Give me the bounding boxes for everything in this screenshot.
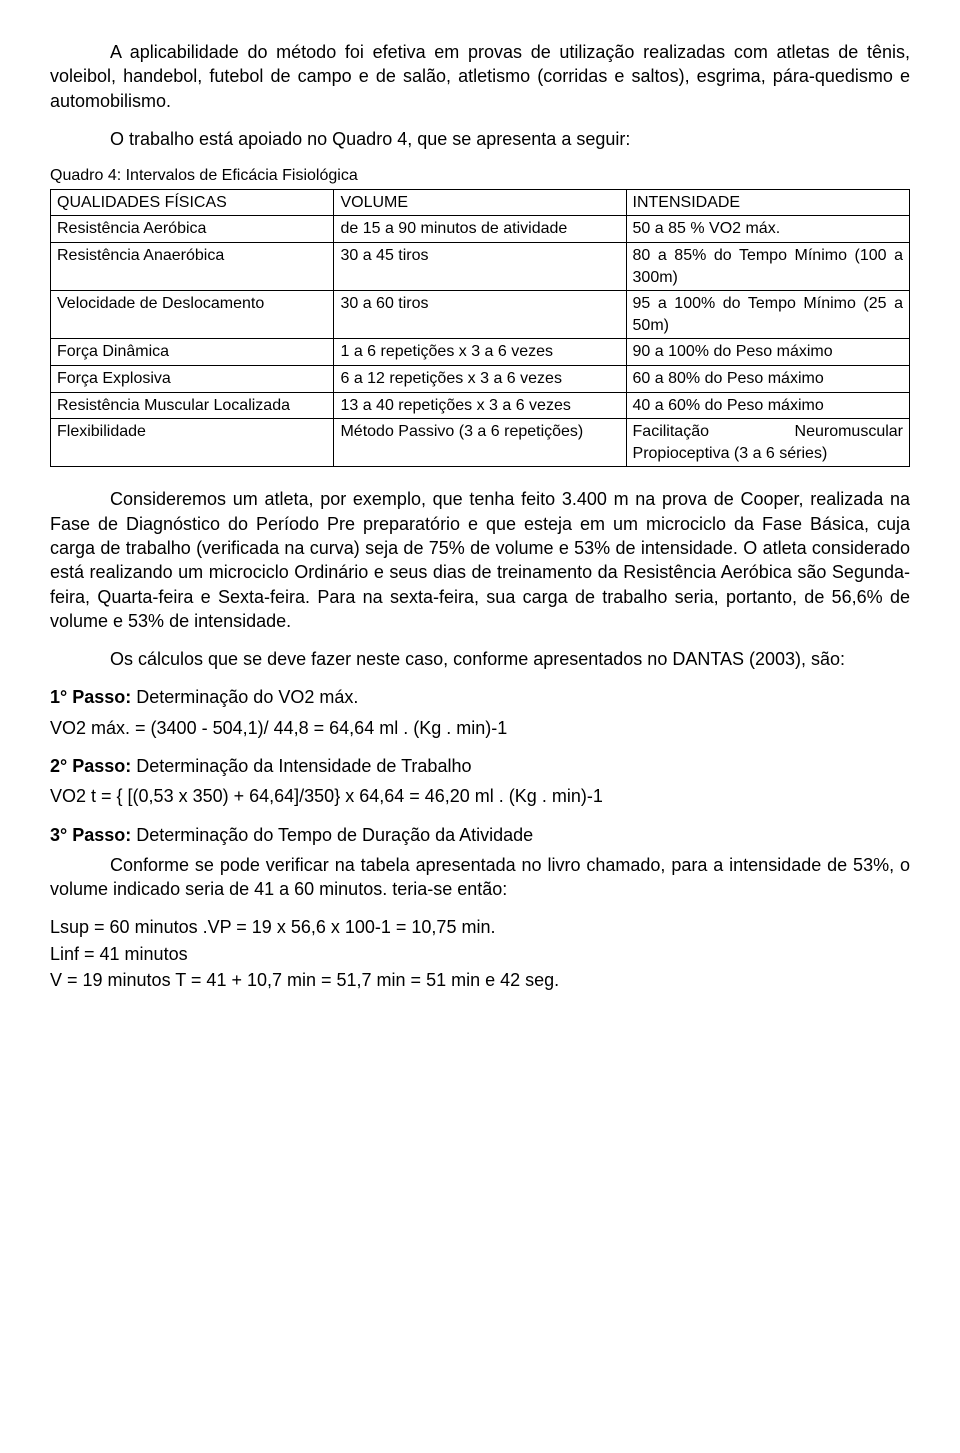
step-1-label: 1° Passo: — [50, 687, 131, 707]
cell: 30 a 60 tiros — [334, 291, 626, 339]
calc-line-3: V = 19 minutos T = 41 + 10,7 min = 51,7 … — [50, 968, 910, 992]
table-row: Resistência Anaeróbica 30 a 45 tiros 80 … — [51, 242, 910, 290]
table-row: Flexibilidade Método Passivo (3 a 6 repe… — [51, 419, 910, 467]
header-qualidades: QUALIDADES FÍSICAS — [51, 189, 334, 216]
cell: 6 a 12 repetições x 3 a 6 vezes — [334, 365, 626, 392]
paragraph-example: Consideremos um atleta, por exemplo, que… — [50, 487, 910, 633]
table-row: Força Explosiva 6 a 12 repetições x 3 a … — [51, 365, 910, 392]
cell: 50 a 85 % VO2 máx. — [626, 216, 909, 243]
step-2-label: 2° Passo: — [50, 756, 131, 776]
step-3-label: 3° Passo: — [50, 825, 131, 845]
cell: Flexibilidade — [51, 419, 334, 467]
cell: 30 a 45 tiros — [334, 242, 626, 290]
cell: Método Passivo (3 a 6 repetições) — [334, 419, 626, 467]
step-3-text: Determinação do Tempo de Duração da Ativ… — [131, 825, 533, 845]
step-1: 1° Passo: Determinação do VO2 máx. — [50, 685, 910, 709]
cell: Força Explosiva — [51, 365, 334, 392]
cell: de 15 a 90 minutos de atividade — [334, 216, 626, 243]
paragraph-calcs-lead: Os cálculos que se deve fazer neste caso… — [50, 647, 910, 671]
paragraph-table-ref: Conforme se pode verificar na tabela apr… — [50, 853, 910, 902]
paragraph-intro: A aplicabilidade do método foi efetiva e… — [50, 40, 910, 113]
cell: Força Dinâmica — [51, 339, 334, 366]
cell: 1 a 6 repetições x 3 a 6 vezes — [334, 339, 626, 366]
table-row: Resistência Muscular Localizada 13 a 40 … — [51, 392, 910, 419]
formula-2: VO2 t = { [(0,53 x 350) + 64,64]/350} x … — [50, 784, 910, 808]
quadro-4-table: QUALIDADES FÍSICAS VOLUME INTENSIDADE Re… — [50, 189, 910, 468]
formula-1: VO2 máx. = (3400 - 504,1)/ 44,8 = 64,64 … — [50, 716, 910, 740]
cell: 90 a 100% do Peso máximo — [626, 339, 909, 366]
step-3: 3° Passo: Determinação do Tempo de Duraç… — [50, 823, 910, 847]
cell: Resistência Anaeróbica — [51, 242, 334, 290]
cell: 95 a 100% do Tempo Mínimo (25 a 50m) — [626, 291, 909, 339]
table-row: Força Dinâmica 1 a 6 repetições x 3 a 6 … — [51, 339, 910, 366]
step-2-text: Determinação da Intensidade de Trabalho — [131, 756, 471, 776]
cell: 40 a 60% do Peso máximo — [626, 392, 909, 419]
header-volume: VOLUME — [334, 189, 626, 216]
cell: Resistência Aeróbica — [51, 216, 334, 243]
header-intensidade: INTENSIDADE — [626, 189, 909, 216]
step-1-text: Determinação do VO2 máx. — [131, 687, 358, 707]
table-header-row: QUALIDADES FÍSICAS VOLUME INTENSIDADE — [51, 189, 910, 216]
cell: Velocidade de Deslocamento — [51, 291, 334, 339]
cell: Facilitação Neuromuscular Propioceptiva … — [626, 419, 909, 467]
calc-line-1: Lsup = 60 minutos .VP = 19 x 56,6 x 100-… — [50, 915, 910, 939]
cell: 13 a 40 repetições x 3 a 6 vezes — [334, 392, 626, 419]
step-2: 2° Passo: Determinação da Intensidade de… — [50, 754, 910, 778]
calc-line-2: Linf = 41 minutos — [50, 942, 910, 966]
table-row: Resistência Aeróbica de 15 a 90 minutos … — [51, 216, 910, 243]
cell: 60 a 80% do Peso máximo — [626, 365, 909, 392]
table-row: Velocidade de Deslocamento 30 a 60 tiros… — [51, 291, 910, 339]
cell: 80 a 85% do Tempo Mínimo (100 a 300m) — [626, 242, 909, 290]
paragraph-quadro-lead: O trabalho está apoiado no Quadro 4, que… — [50, 127, 910, 151]
cell: Resistência Muscular Localizada — [51, 392, 334, 419]
table-caption: Quadro 4: Intervalos de Eficácia Fisioló… — [50, 165, 910, 187]
